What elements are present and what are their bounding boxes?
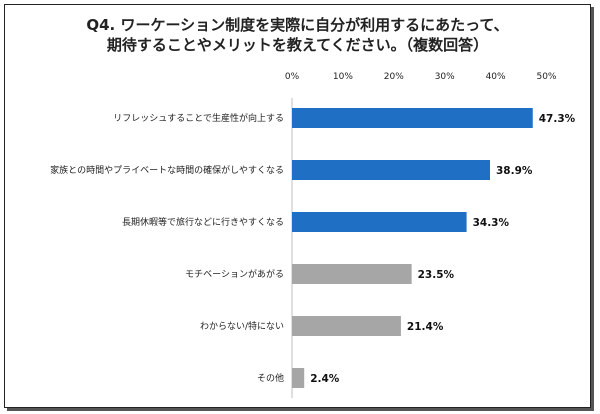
bar [292,316,401,336]
x-tick-label: 50% [536,72,556,82]
category-label: 長期休暇等で旅行などに行きやすくなる [122,216,284,228]
x-tick-label: 10% [333,72,353,82]
value-label: 21.4% [407,321,444,333]
category-label: その他 [257,372,284,384]
category-label: 家族との時間やプライベートな時間の確保がしやすくなる [50,164,284,176]
chart-title-line-2: 期待することやメリットを教えてください。（複数回答） [106,36,489,54]
x-tick-label: 0% [285,72,300,82]
bar [292,160,491,180]
value-label: 2.4% [310,373,340,385]
value-label: 34.3% [473,217,510,229]
value-label: 47.3% [539,113,576,125]
category-label: リフレッシュすることで生産性が向上する [113,112,284,124]
bar [292,264,412,284]
bar [292,108,533,128]
value-label: 38.9% [496,165,533,177]
x-tick-label: 40% [486,72,506,82]
chart-frame: Q4. ワーケーション制度を実際に自分が利用するにあたって、 期待することやメリ… [4,4,591,408]
bar [292,212,467,232]
x-tick-label: 20% [384,72,404,82]
chart-title: Q4. ワーケーション制度を実際に自分が利用するにあたって、 期待することやメリ… [5,15,590,55]
bar [292,368,305,388]
value-label: 23.5% [418,269,455,281]
x-tick-label: 30% [435,72,455,82]
category-label: モチベーションがあがる [185,268,284,280]
chart-title-line-1: Q4. ワーケーション制度を実際に自分が利用するにあたって、 [86,16,509,34]
category-label: わからない/特にない [200,320,284,332]
